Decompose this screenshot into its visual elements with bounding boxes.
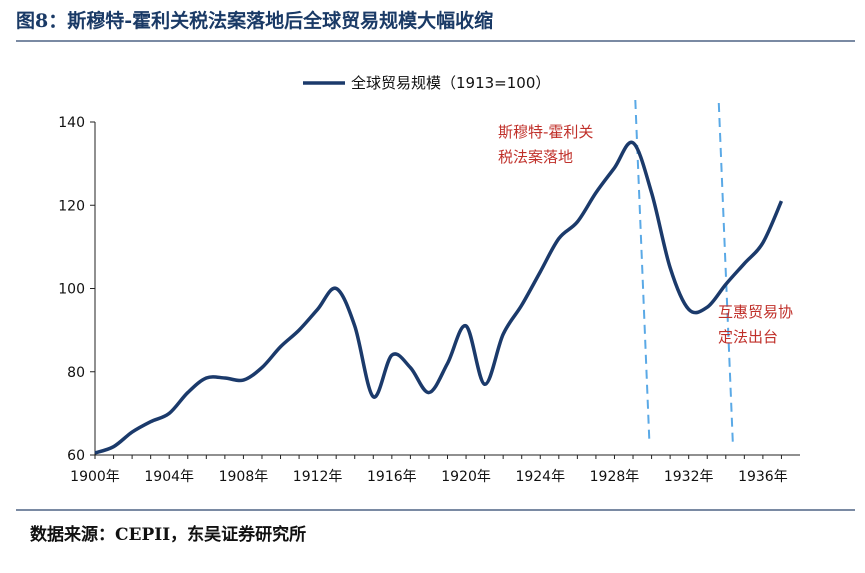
legend-label: 全球贸易规模（1913=100） bbox=[351, 74, 550, 92]
x-tick-label: 1908年 bbox=[219, 469, 269, 485]
chart-axes: 60 80 100 120 140 1900年 1904年 1908年 1912年 1916年 19… bbox=[58, 115, 800, 485]
x-tick-label: 1924年 bbox=[515, 469, 565, 485]
chart-series bbox=[94, 140, 784, 455]
figure-title: 图8：斯穆特-霍利关税法案落地后全球贸易规模大幅收缩 bbox=[16, 10, 494, 32]
series-line bbox=[94, 140, 784, 455]
annotation-text: 互惠贸易协 bbox=[718, 303, 793, 321]
x-tick-label: 1920年 bbox=[441, 469, 491, 485]
x-tick-label: 1912年 bbox=[293, 469, 343, 485]
x-tick-label: 1936年 bbox=[738, 469, 788, 485]
x-tick-label: 1916年 bbox=[367, 469, 417, 485]
chart-legend: 全球贸易规模（1913=100） bbox=[303, 74, 550, 92]
annotation-vlines bbox=[634, 99, 734, 443]
x-tick-label: 1928年 bbox=[590, 469, 640, 485]
y-tick-label: 60 bbox=[67, 448, 85, 464]
annotation-vline bbox=[634, 99, 651, 441]
annotation-text: 定法出台 bbox=[718, 328, 778, 346]
annotation-vline bbox=[717, 102, 734, 443]
x-tick-label: 1932年 bbox=[664, 469, 714, 485]
title-divider bbox=[16, 40, 855, 42]
annotation-text: 税法案落地 bbox=[498, 148, 573, 166]
footer-divider bbox=[16, 509, 855, 511]
y-tick-label: 80 bbox=[67, 365, 85, 381]
source-note: 数据来源：CEPII，东吴证券研究所 bbox=[30, 525, 307, 545]
annotation-text: 斯穆特-霍利关 bbox=[498, 123, 593, 141]
x-tick-label: 1900年 bbox=[70, 469, 120, 485]
y-tick-label: 100 bbox=[58, 282, 85, 298]
y-tick-label: 120 bbox=[58, 198, 85, 214]
y-tick-label: 140 bbox=[58, 115, 85, 131]
x-tick-label: 1904年 bbox=[144, 469, 194, 485]
